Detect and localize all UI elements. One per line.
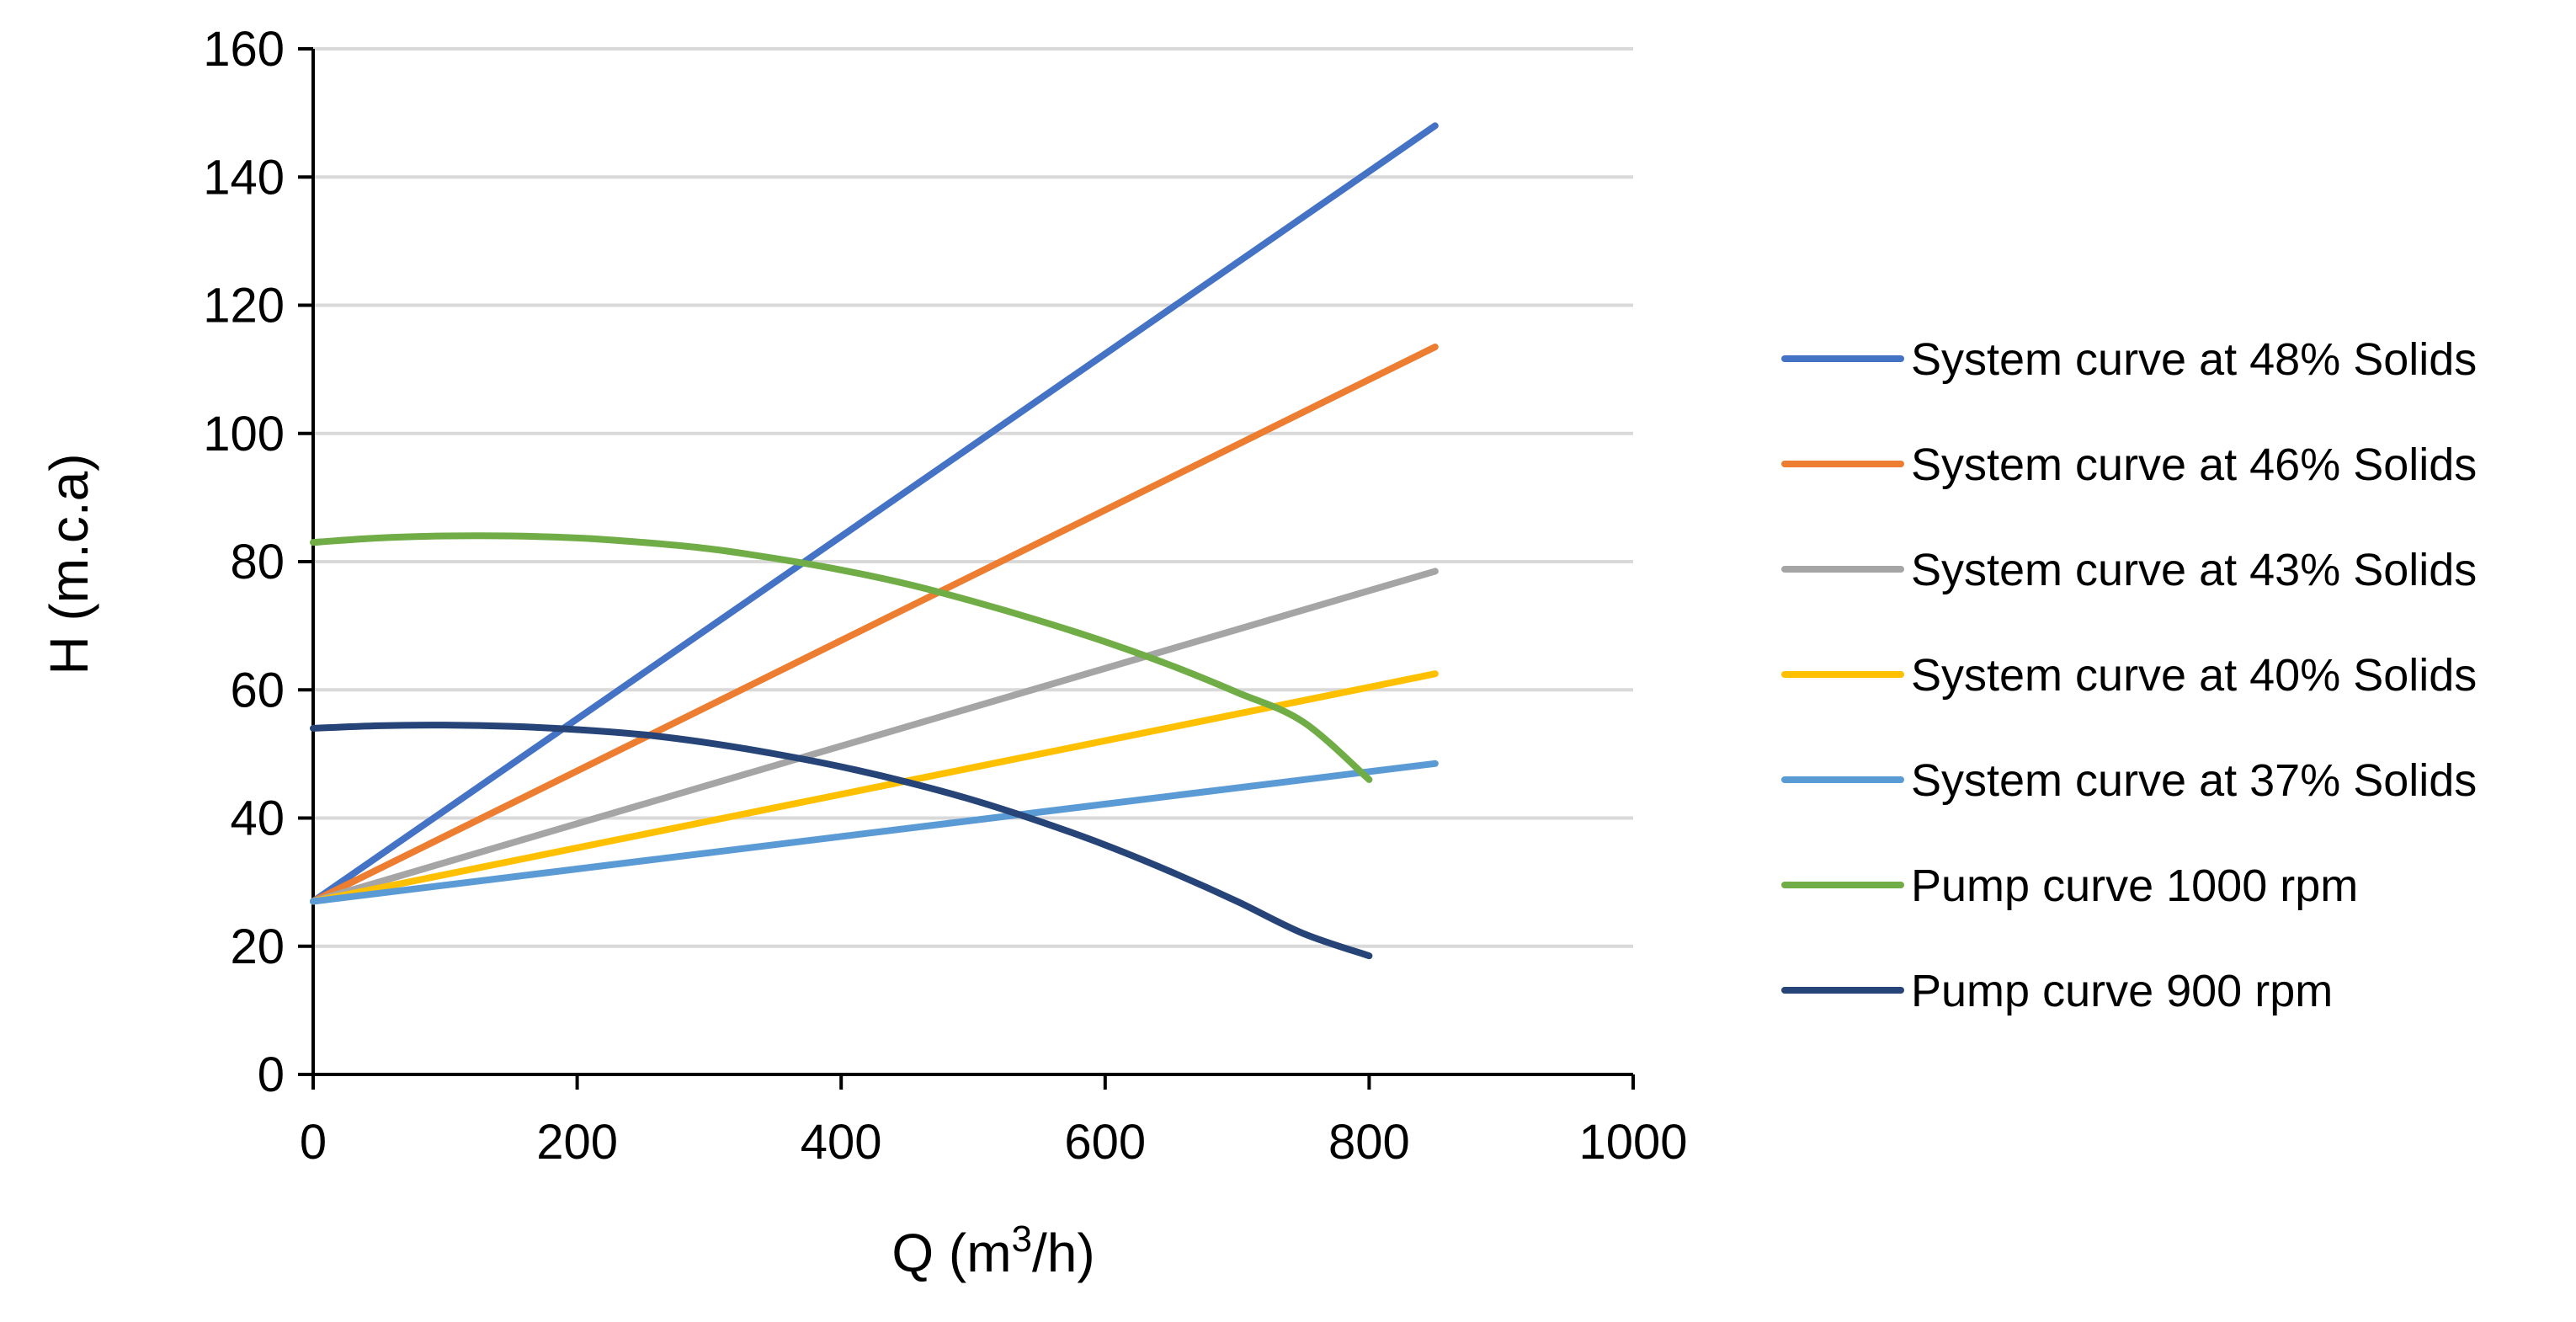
series-line-2 — [310, 343, 1439, 905]
series-line-3 — [310, 568, 1439, 905]
x-tick-label-0: 0 — [300, 1115, 327, 1170]
y-axis-title: H (m.c.a) — [39, 453, 99, 674]
tick-labels: 0 20 40 60 80 100 120 140 160 0 200 400 600 800 1000 — [203, 22, 1687, 1170]
x-tick-label-200: 200 — [536, 1115, 618, 1170]
y-tick-label-40: 40 — [230, 792, 285, 846]
legend-label-7: Pump curve 900 rpm — [1911, 966, 2333, 1016]
y-tick-label-60: 60 — [230, 663, 285, 717]
series-line-4 — [310, 670, 1439, 905]
x-tick-label-1000: 1000 — [1578, 1115, 1687, 1170]
legend-label-1: System curve at 48% Solids — [1911, 334, 2477, 385]
series-line-1 — [310, 122, 1439, 905]
legend-entry-3: System curve at 43% Solids — [1781, 545, 2477, 595]
data-series — [310, 122, 1439, 960]
legend-label-5: System curve at 37% Solids — [1911, 755, 2477, 806]
y-tick-label-120: 120 — [203, 279, 285, 333]
legend-entry-5: System curve at 37% Solids — [1781, 755, 2477, 806]
legend-label-6: Pump curve 1000 rpm — [1911, 861, 2358, 911]
y-tick-label-20: 20 — [230, 920, 285, 974]
y-tick-label-140: 140 — [203, 150, 285, 205]
x-tick-label-600: 600 — [1064, 1115, 1146, 1170]
series-line-5 — [310, 760, 1439, 905]
legend-entry-4: System curve at 40% Solids — [1781, 650, 2477, 701]
x-axis-title: Q (m3/h) — [891, 1218, 1094, 1283]
legend-entry-1: System curve at 48% Solids — [1781, 334, 2477, 385]
series-line-7 — [310, 722, 1373, 960]
y-tick-label-160: 160 — [203, 22, 285, 77]
legend-label-2: System curve at 46% Solids — [1911, 440, 2477, 490]
y-tick-label-0: 0 — [258, 1047, 285, 1102]
x-tick-label-800: 800 — [1328, 1115, 1410, 1170]
y-tick-label-100: 100 — [203, 407, 285, 461]
legend-entry-6: Pump curve 1000 rpm — [1781, 861, 2358, 911]
x-tick-label-400: 400 — [801, 1115, 882, 1170]
legend-entry-7: Pump curve 900 rpm — [1781, 966, 2333, 1016]
series-line-6 — [310, 532, 1373, 783]
legend-label-3: System curve at 43% Solids — [1911, 545, 2477, 595]
legend: System curve at 48% Solids System curve a… — [1781, 334, 2477, 1016]
legend-entry-2: System curve at 46% Solids — [1781, 440, 2477, 490]
legend-label-4: System curve at 40% Solids — [1911, 650, 2477, 701]
y-tick-label-80: 80 — [230, 535, 285, 589]
